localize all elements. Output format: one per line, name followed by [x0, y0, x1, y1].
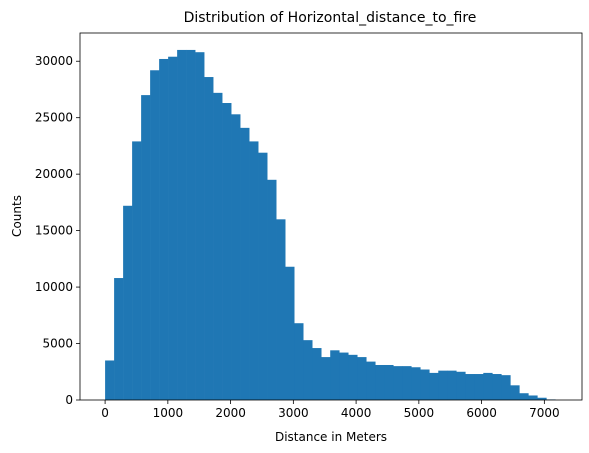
histogram-bar [519, 393, 529, 400]
histogram-bar [375, 364, 385, 400]
histogram-bar [411, 367, 421, 400]
y-tick-label: 10000 [35, 280, 73, 294]
x-axis: 0 1000 2000 3000 4000 5000 6000 7000 [101, 400, 560, 420]
histogram-bar [420, 369, 430, 400]
y-tick-label: 5000 [42, 337, 73, 351]
y-tick-label: 15000 [35, 224, 73, 238]
histogram-bar [474, 374, 484, 400]
x-tick-label: 5000 [404, 406, 435, 420]
plot-frame [79, 32, 583, 401]
histogram-bar [240, 127, 250, 401]
y-axis-label: Counts [10, 195, 24, 237]
y-axis: 0 5000 10000 15000 20000 25000 30000 [35, 54, 80, 407]
histogram-bar [222, 103, 232, 401]
histogram-bar [384, 364, 394, 400]
y-tick-label: 20000 [35, 167, 73, 181]
histogram-bar [204, 77, 214, 400]
x-tick-label: 2000 [215, 406, 246, 420]
histogram-bar [249, 141, 259, 400]
histogram-bar [132, 141, 142, 400]
histogram-bar [213, 92, 223, 400]
histogram-bar [528, 395, 538, 400]
histogram-bar [456, 371, 466, 400]
histogram-bar [159, 58, 169, 400]
x-tick-label: 0 [101, 406, 109, 420]
histogram-bar [186, 49, 196, 400]
histogram-bar [501, 375, 511, 400]
histogram-bar [510, 385, 520, 400]
x-axis-label: Distance in Meters [275, 430, 387, 444]
histogram-bar [312, 348, 322, 400]
x-tick-label: 4000 [341, 406, 372, 420]
histogram-bar [348, 354, 358, 400]
bars-group [105, 49, 556, 401]
histogram-bar [258, 152, 268, 400]
histogram-bar [150, 70, 160, 400]
x-tick-label: 1000 [153, 406, 184, 420]
histogram-bar [141, 95, 151, 400]
chart-title: Distribution of Horizontal_distance_to_f… [184, 10, 477, 26]
x-tick-label: 6000 [466, 406, 497, 420]
histogram-bar [285, 266, 295, 400]
histogram-bar [465, 374, 475, 400]
histogram-bar [537, 397, 547, 400]
histogram-bar [438, 370, 448, 400]
y-tick-label: 0 [65, 393, 73, 407]
histogram-bar [303, 340, 313, 400]
histogram-bar [339, 352, 349, 400]
histogram-bar [492, 374, 502, 400]
histogram-bar [294, 323, 304, 400]
histogram-bar [402, 366, 412, 400]
histogram-bar [267, 179, 277, 400]
x-tick-label: 3000 [278, 406, 309, 420]
histogram-bar [366, 361, 376, 400]
histogram-bar [357, 357, 367, 400]
x-tick-label: 7000 [529, 406, 560, 420]
histogram-bar [195, 52, 205, 400]
histogram-bar [447, 370, 457, 400]
y-tick-label: 30000 [35, 54, 73, 68]
histogram-bar [483, 372, 493, 400]
histogram-bar [276, 219, 286, 400]
histogram-bar [177, 49, 187, 400]
histogram-bar [321, 357, 331, 400]
histogram-bar [330, 350, 340, 400]
histogram-bar [231, 114, 241, 400]
histogram-bar [168, 56, 178, 401]
histogram-bar [123, 205, 133, 400]
histogram-bar [393, 366, 403, 400]
histogram-bar [429, 372, 439, 400]
y-tick-label: 25000 [35, 111, 73, 125]
histogram-bar [114, 278, 124, 400]
histogram-bar [105, 360, 115, 400]
